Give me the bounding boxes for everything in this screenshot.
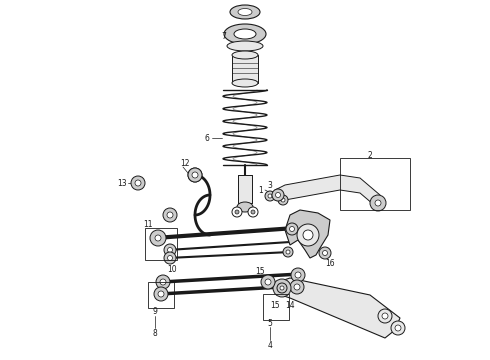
Ellipse shape <box>237 202 253 212</box>
Ellipse shape <box>275 193 280 198</box>
Ellipse shape <box>227 41 263 51</box>
Text: 12: 12 <box>180 158 190 167</box>
Polygon shape <box>275 175 380 210</box>
Ellipse shape <box>273 279 291 297</box>
Text: 8: 8 <box>152 328 157 338</box>
Ellipse shape <box>294 284 300 290</box>
Ellipse shape <box>238 9 252 15</box>
Ellipse shape <box>235 210 239 214</box>
Text: 11: 11 <box>143 220 153 229</box>
Ellipse shape <box>131 176 145 190</box>
Ellipse shape <box>281 198 285 202</box>
Ellipse shape <box>188 168 202 182</box>
Ellipse shape <box>230 5 260 19</box>
Ellipse shape <box>192 172 198 178</box>
Ellipse shape <box>265 279 271 285</box>
Ellipse shape <box>155 235 161 241</box>
Text: 4: 4 <box>268 341 272 350</box>
Bar <box>232 55 258 83</box>
Text: 10: 10 <box>167 266 177 274</box>
Ellipse shape <box>295 272 301 278</box>
Ellipse shape <box>291 268 305 282</box>
Text: 13: 13 <box>117 179 127 188</box>
Ellipse shape <box>382 313 388 319</box>
Ellipse shape <box>164 252 176 264</box>
Bar <box>238 175 252 203</box>
Ellipse shape <box>163 208 177 222</box>
Ellipse shape <box>232 207 242 217</box>
Ellipse shape <box>135 180 141 186</box>
Ellipse shape <box>378 309 392 323</box>
Ellipse shape <box>395 325 401 331</box>
Ellipse shape <box>188 168 202 182</box>
Ellipse shape <box>290 280 304 294</box>
Ellipse shape <box>272 189 284 201</box>
Ellipse shape <box>192 172 198 178</box>
Text: 15: 15 <box>255 267 265 276</box>
Ellipse shape <box>167 212 173 218</box>
Text: 14: 14 <box>285 301 295 310</box>
Ellipse shape <box>277 283 287 293</box>
Ellipse shape <box>278 284 286 292</box>
Text: 9: 9 <box>152 307 157 316</box>
Ellipse shape <box>278 195 288 205</box>
Ellipse shape <box>268 194 272 198</box>
Ellipse shape <box>303 230 313 240</box>
Ellipse shape <box>265 191 275 201</box>
Polygon shape <box>278 278 400 338</box>
Ellipse shape <box>370 195 386 211</box>
Ellipse shape <box>283 247 293 257</box>
Text: 15: 15 <box>270 301 280 310</box>
Bar <box>145 228 177 260</box>
Text: 1: 1 <box>259 185 264 194</box>
Ellipse shape <box>168 256 172 261</box>
Bar <box>340 158 410 210</box>
Ellipse shape <box>286 223 298 235</box>
Text: 6: 6 <box>204 134 209 143</box>
Text: 7: 7 <box>221 32 226 41</box>
Ellipse shape <box>224 24 266 44</box>
Ellipse shape <box>375 200 381 206</box>
Ellipse shape <box>297 224 319 246</box>
Ellipse shape <box>322 251 327 256</box>
Bar <box>263 294 289 320</box>
Ellipse shape <box>248 207 258 217</box>
Ellipse shape <box>160 279 166 285</box>
Ellipse shape <box>234 29 256 39</box>
Text: 16: 16 <box>325 258 335 267</box>
Ellipse shape <box>158 291 164 297</box>
Ellipse shape <box>319 247 331 259</box>
Ellipse shape <box>251 210 255 214</box>
Ellipse shape <box>261 275 275 289</box>
Ellipse shape <box>156 275 170 289</box>
Ellipse shape <box>286 250 290 254</box>
Polygon shape <box>285 210 330 258</box>
Ellipse shape <box>164 244 176 256</box>
Ellipse shape <box>280 286 284 290</box>
Ellipse shape <box>168 248 172 252</box>
Ellipse shape <box>232 79 258 87</box>
Ellipse shape <box>154 287 168 301</box>
Bar <box>148 282 174 308</box>
Ellipse shape <box>391 321 405 335</box>
Ellipse shape <box>232 51 258 59</box>
Ellipse shape <box>150 230 166 246</box>
Text: 3: 3 <box>268 180 272 189</box>
Text: 5: 5 <box>268 319 272 328</box>
Ellipse shape <box>290 226 294 231</box>
Text: 2: 2 <box>368 150 372 159</box>
